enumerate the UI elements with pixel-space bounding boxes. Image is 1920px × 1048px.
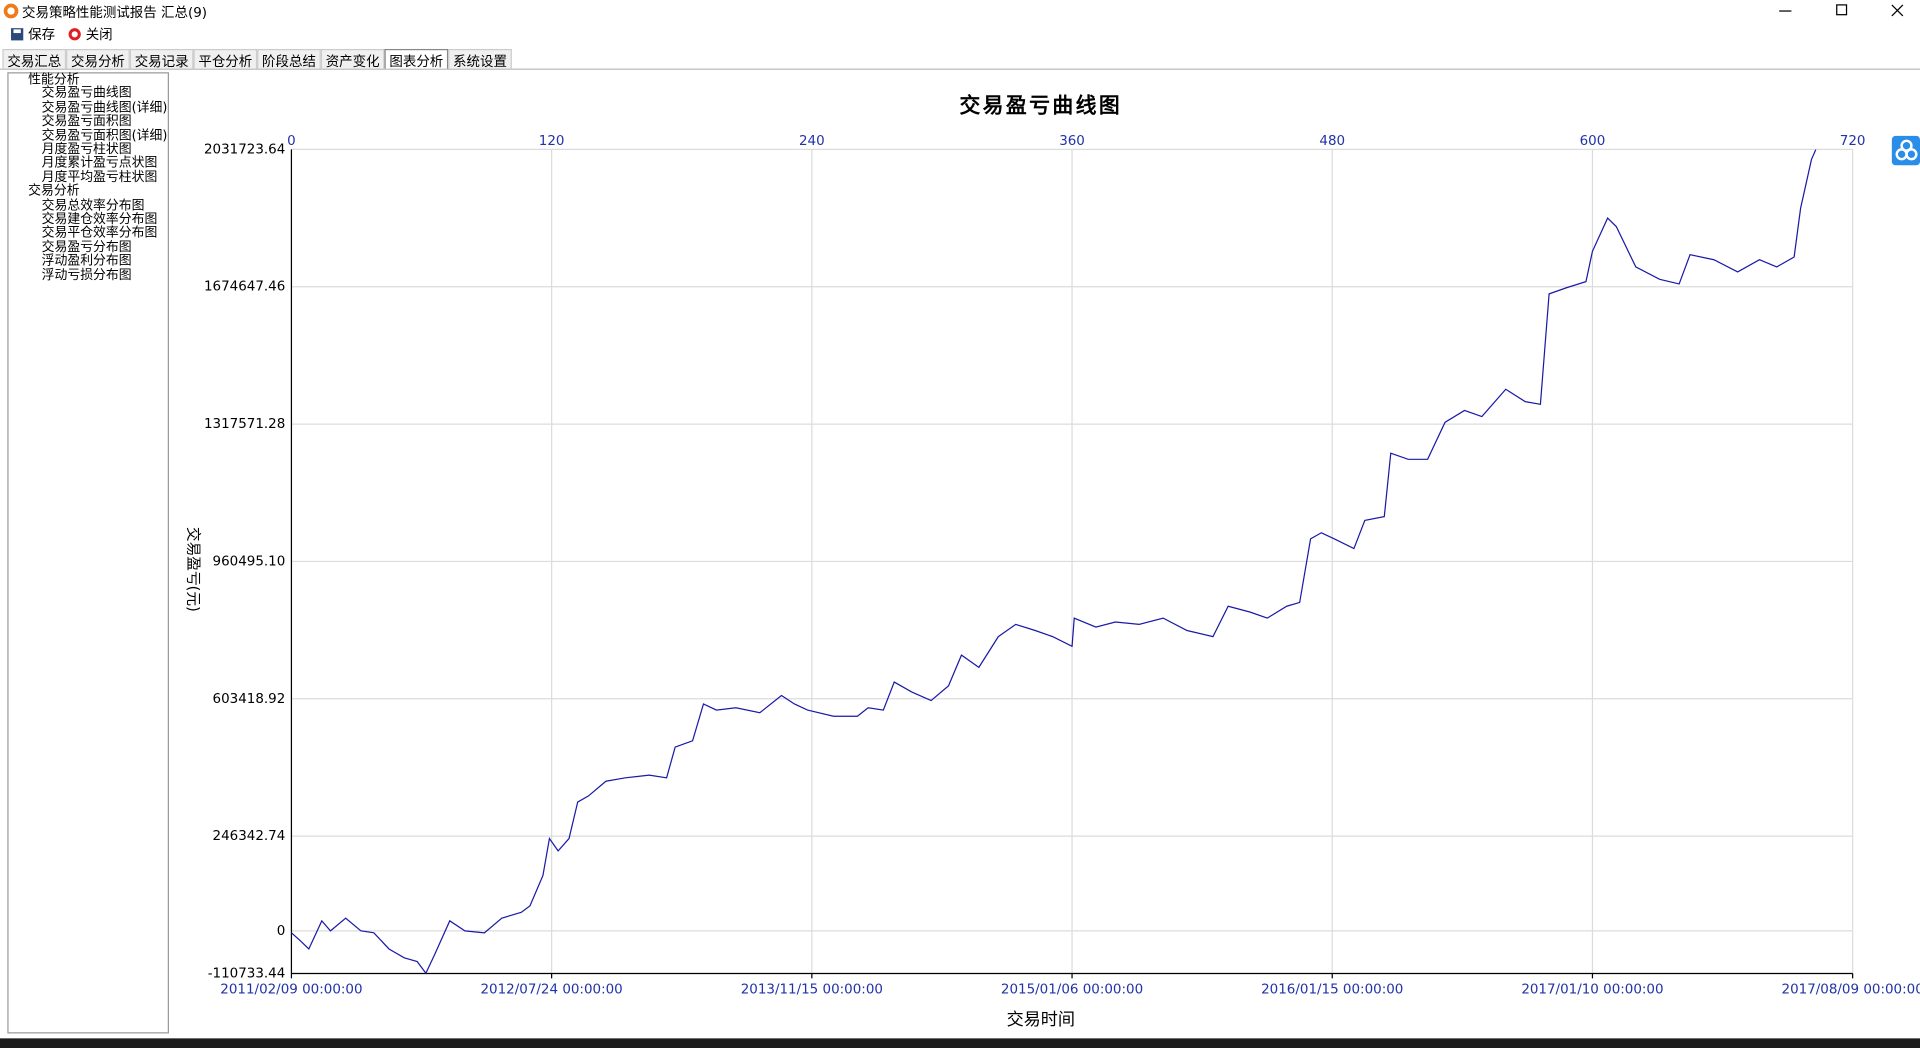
date-tick-label: 2016/01/15 00:00:00 — [1261, 982, 1403, 997]
tab[interactable]: 图表分析 — [384, 48, 449, 70]
y-tick-label: 0 — [277, 924, 286, 939]
tree-view: 性能分析 交易盈亏曲线图 交易盈亏曲线图(详细) 交易盈亏面积图 交易盈亏面积图(详细)… — [7, 72, 169, 1034]
y-tick-label: 960495.10 — [213, 554, 286, 569]
x-tick-label: 480 — [1319, 134, 1345, 149]
tree-leaf[interactable]: 交易建仓效率分布图 — [41, 211, 158, 227]
tree-leaf[interactable]: 交易总效率分布图 — [41, 197, 145, 213]
tree-leaf[interactable]: 交易盈亏分布图 — [41, 239, 132, 255]
x-tick-label: 360 — [1059, 134, 1085, 149]
y-tick-label: 246342.74 — [213, 829, 286, 844]
tree-leaf[interactable]: 交易盈亏面积图 — [41, 114, 132, 129]
tree-leaf[interactable]: 交易盈亏曲线图(详细) — [41, 100, 168, 115]
window-title: 交易策略性能测试报告 汇总(9) — [22, 4, 208, 21]
y-tick-label: 603418.92 — [213, 692, 286, 707]
tab[interactable]: 系统设置 — [448, 48, 512, 70]
x-tick-label: 720 — [1840, 134, 1866, 149]
y-tick-label: 2031723.64 — [204, 142, 285, 157]
date-tick-label: 2015/01/06 00:00:00 — [1001, 982, 1143, 997]
tab[interactable]: 阶段总结 — [257, 48, 321, 70]
tree-node[interactable]: 交易分析 — [28, 183, 80, 199]
app-icon — [3, 3, 19, 19]
tree-leaf[interactable]: 月度平均盈亏柱状图 — [41, 170, 158, 185]
tree-leaf[interactable]: 浮动亏损分布图 — [41, 267, 132, 283]
x-tick-label: 0 — [287, 134, 296, 149]
tab[interactable]: 平仓分析 — [193, 48, 258, 70]
x-tick-label: 600 — [1580, 134, 1606, 149]
button-icon — [11, 28, 24, 41]
date-tick-label: 2011/02/09 00:00:00 — [220, 982, 362, 997]
tab-body — [0, 68, 1920, 1040]
date-tick-label: 2017/01/10 00:00:00 — [1521, 982, 1663, 997]
tab[interactable]: 交易分析 — [66, 48, 130, 70]
tree-leaf[interactable]: 浮动盈利分布图 — [41, 253, 132, 269]
tree-leaf[interactable]: 月度累计盈亏点状图 — [41, 156, 158, 171]
toolbar: 保存 关闭 — [0, 23, 1920, 45]
toolbar-button[interactable]: 关闭 — [67, 24, 113, 44]
y-tick-label: 1317571.28 — [204, 417, 285, 432]
button-label: 关闭 — [85, 26, 113, 43]
title-bar: 交易策略性能测试报告 汇总(9) — [0, 0, 1920, 22]
data-line — [291, 149, 1817, 975]
chart-title: 交易盈亏曲线图 — [959, 94, 1122, 118]
toolbar-button[interactable]: 保存 — [10, 24, 55, 44]
tree-leaf[interactable]: 交易盈亏曲线图 — [41, 86, 132, 101]
tree-leaf[interactable]: 月度盈亏柱状图 — [41, 142, 132, 157]
tab[interactable]: 交易汇总 — [2, 48, 67, 70]
date-tick-label: 2012/07/24 00:00:00 — [481, 982, 623, 997]
tab[interactable]: 资产变化 — [320, 48, 385, 70]
tab[interactable]: 交易记录 — [129, 48, 194, 70]
y-tick-label: -110733.44 — [208, 966, 286, 981]
y-tick-label: 1674647.46 — [204, 280, 285, 295]
date-tick-label: 2013/11/15 00:00:00 — [741, 982, 883, 997]
x-axis-label: 交易时间 — [1007, 1010, 1076, 1030]
window-controls[interactable] — [1773, 0, 1920, 22]
x-tick-label: 240 — [799, 134, 825, 149]
y-axis-label: 交易盈亏(元) — [184, 527, 202, 612]
tab-strip: 交易汇总 交易分析 交易记录 平仓分析 阶段总结 资产变化 图表分析 系统设置 — [2, 48, 512, 70]
button-label: 保存 — [28, 26, 56, 43]
tree-leaf[interactable]: 交易平仓效率分布图 — [41, 225, 158, 241]
date-tick-label: 2017/08/09 00:00:00 — [1782, 982, 1920, 997]
tree-node[interactable]: 性能分析 — [28, 72, 80, 87]
x-tick-label: 120 — [539, 134, 565, 149]
taskbar — [0, 1038, 1920, 1048]
tree-leaf[interactable]: 交易盈亏面积图(详细) — [41, 128, 168, 143]
button-icon — [68, 28, 81, 41]
side-icon[interactable] — [1891, 135, 1920, 166]
